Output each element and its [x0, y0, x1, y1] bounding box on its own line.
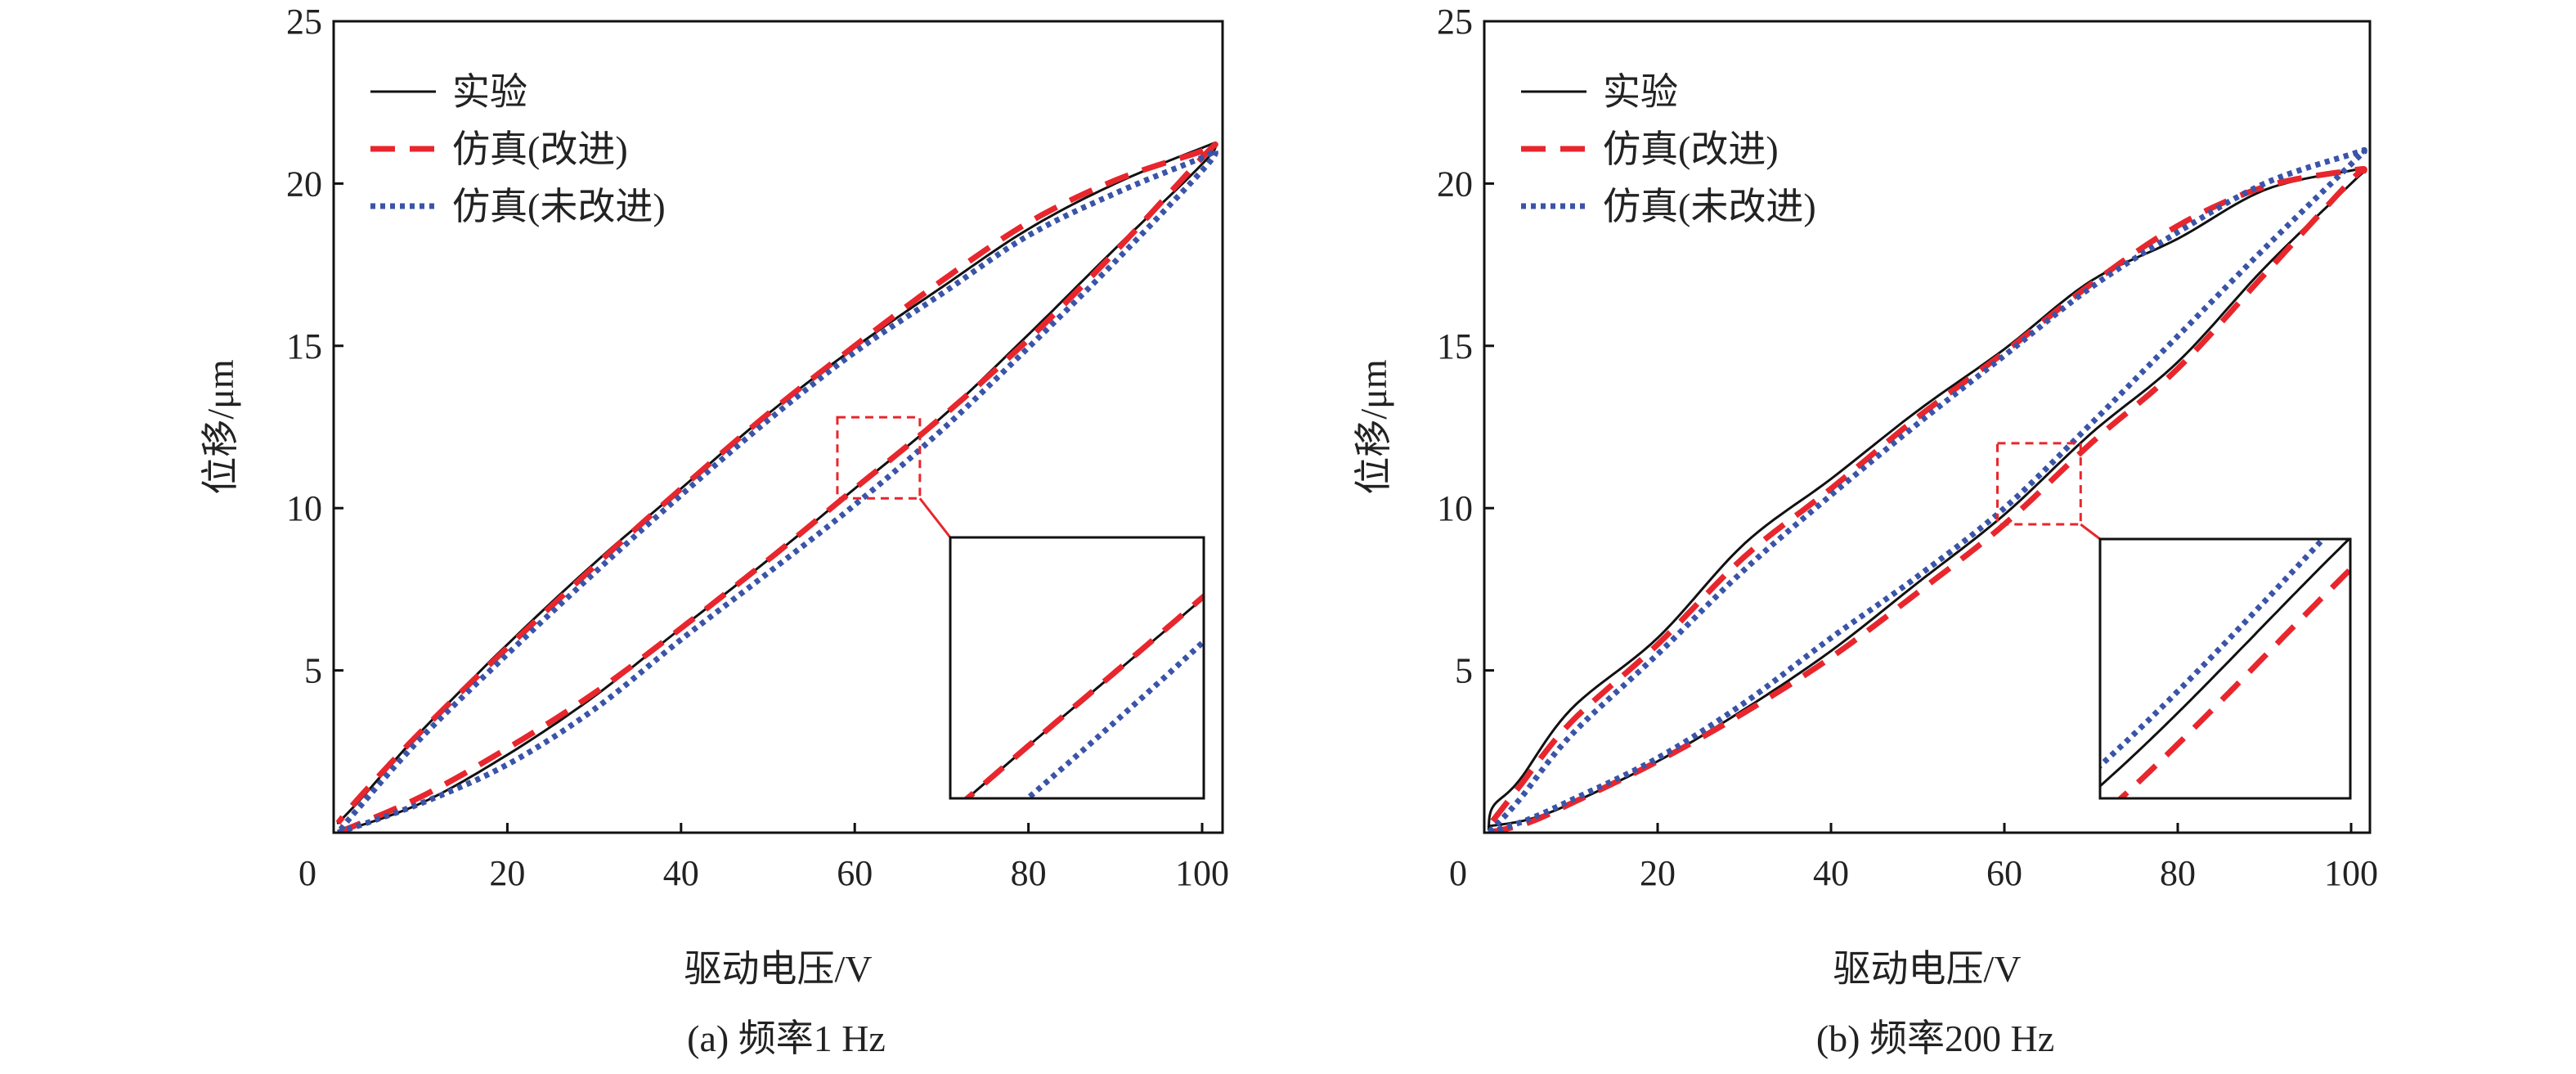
- x-tick-label: 0: [298, 853, 316, 893]
- x-tick-label: 80: [1011, 853, 1047, 893]
- y-tick-label: 20: [1437, 164, 1473, 204]
- plot-frame: [332, 20, 1224, 834]
- series-line-1: [1486, 166, 2367, 833]
- legend-label-2: 仿真(未改进): [452, 186, 666, 227]
- inset-frame: [949, 536, 1205, 800]
- inset-series-group: [963, 592, 1204, 798]
- legend-label-0: 实验: [452, 71, 527, 113]
- x-tick-label: 20: [489, 853, 525, 893]
- series-line-1: [335, 141, 1218, 833]
- x-axis-label: 驱动电压/V: [1833, 948, 2022, 990]
- legend-label-0: 实验: [1603, 71, 1678, 113]
- chart-caption: (a) 频率1 Hz: [687, 1018, 886, 1059]
- y-tick-label: 15: [286, 326, 322, 366]
- y-tick-label: 5: [1455, 651, 1473, 691]
- chart-caption: (b) 频率200 Hz: [1816, 1018, 2054, 1059]
- x-tick-label: 100: [1175, 853, 1229, 893]
- zoom-connector: [2080, 523, 2101, 541]
- inset-series-line-1: [963, 592, 1204, 798]
- plot-frame: [1483, 20, 2372, 834]
- inset-plot: [949, 536, 1205, 800]
- inset-plot: [2098, 537, 2352, 800]
- x-tick-label: 80: [2160, 853, 2196, 893]
- series-line-2: [1486, 146, 2367, 833]
- zoom-connector: [918, 497, 952, 538]
- legend-label-2: 仿真(未改进): [1603, 186, 1816, 227]
- x-tick-label: 40: [1813, 853, 1849, 893]
- chart-panel-a: 0 20 40 60 80 100 5 10 15 20 25 驱动电压/V 位移/μm (a) 频率1 …: [200, 2, 1229, 1059]
- series-group: [335, 141, 1218, 833]
- y-tick-label: 25: [286, 2, 322, 42]
- y-tick-label: 20: [286, 164, 322, 204]
- x-tick-label: 60: [837, 853, 873, 893]
- x-tick-label: 20: [1640, 853, 1676, 893]
- inset-series-line-0: [2100, 539, 2350, 788]
- x-tick-label: 40: [663, 853, 699, 893]
- x-tick-label: 0: [1449, 853, 1467, 893]
- y-tick-label: 10: [1437, 488, 1473, 528]
- x-tick-label: 100: [2324, 853, 2378, 893]
- inset-series-line-2: [1023, 637, 1204, 798]
- inset-series-line-2: [2100, 539, 2327, 770]
- series-group: [1486, 146, 2367, 833]
- x-axis-label: 驱动电压/V: [684, 948, 873, 990]
- y-tick-label: 25: [1437, 2, 1473, 42]
- inset-background: [2100, 539, 2350, 798]
- legend-label-1: 仿真(改进): [452, 128, 628, 170]
- x-tick-label: 60: [1986, 853, 2022, 893]
- inset-frame: [2098, 537, 2352, 800]
- inset-series-group: [2100, 539, 2350, 798]
- chart-panel-b: 0 20 40 60 80 100 5 10 15 20 25 驱动电压/V 位移/μm (b) 频率20…: [1353, 2, 2378, 1059]
- inset-series-line-1: [2116, 565, 2350, 798]
- y-tick-label: 10: [286, 488, 322, 528]
- legend-label-1: 仿真(改进): [1603, 128, 1779, 170]
- y-tick-label: 15: [1437, 326, 1473, 366]
- y-axis-label: 位移/μm: [200, 359, 241, 494]
- y-tick-label: 5: [304, 651, 322, 691]
- y-axis-label: 位移/μm: [1353, 359, 1394, 494]
